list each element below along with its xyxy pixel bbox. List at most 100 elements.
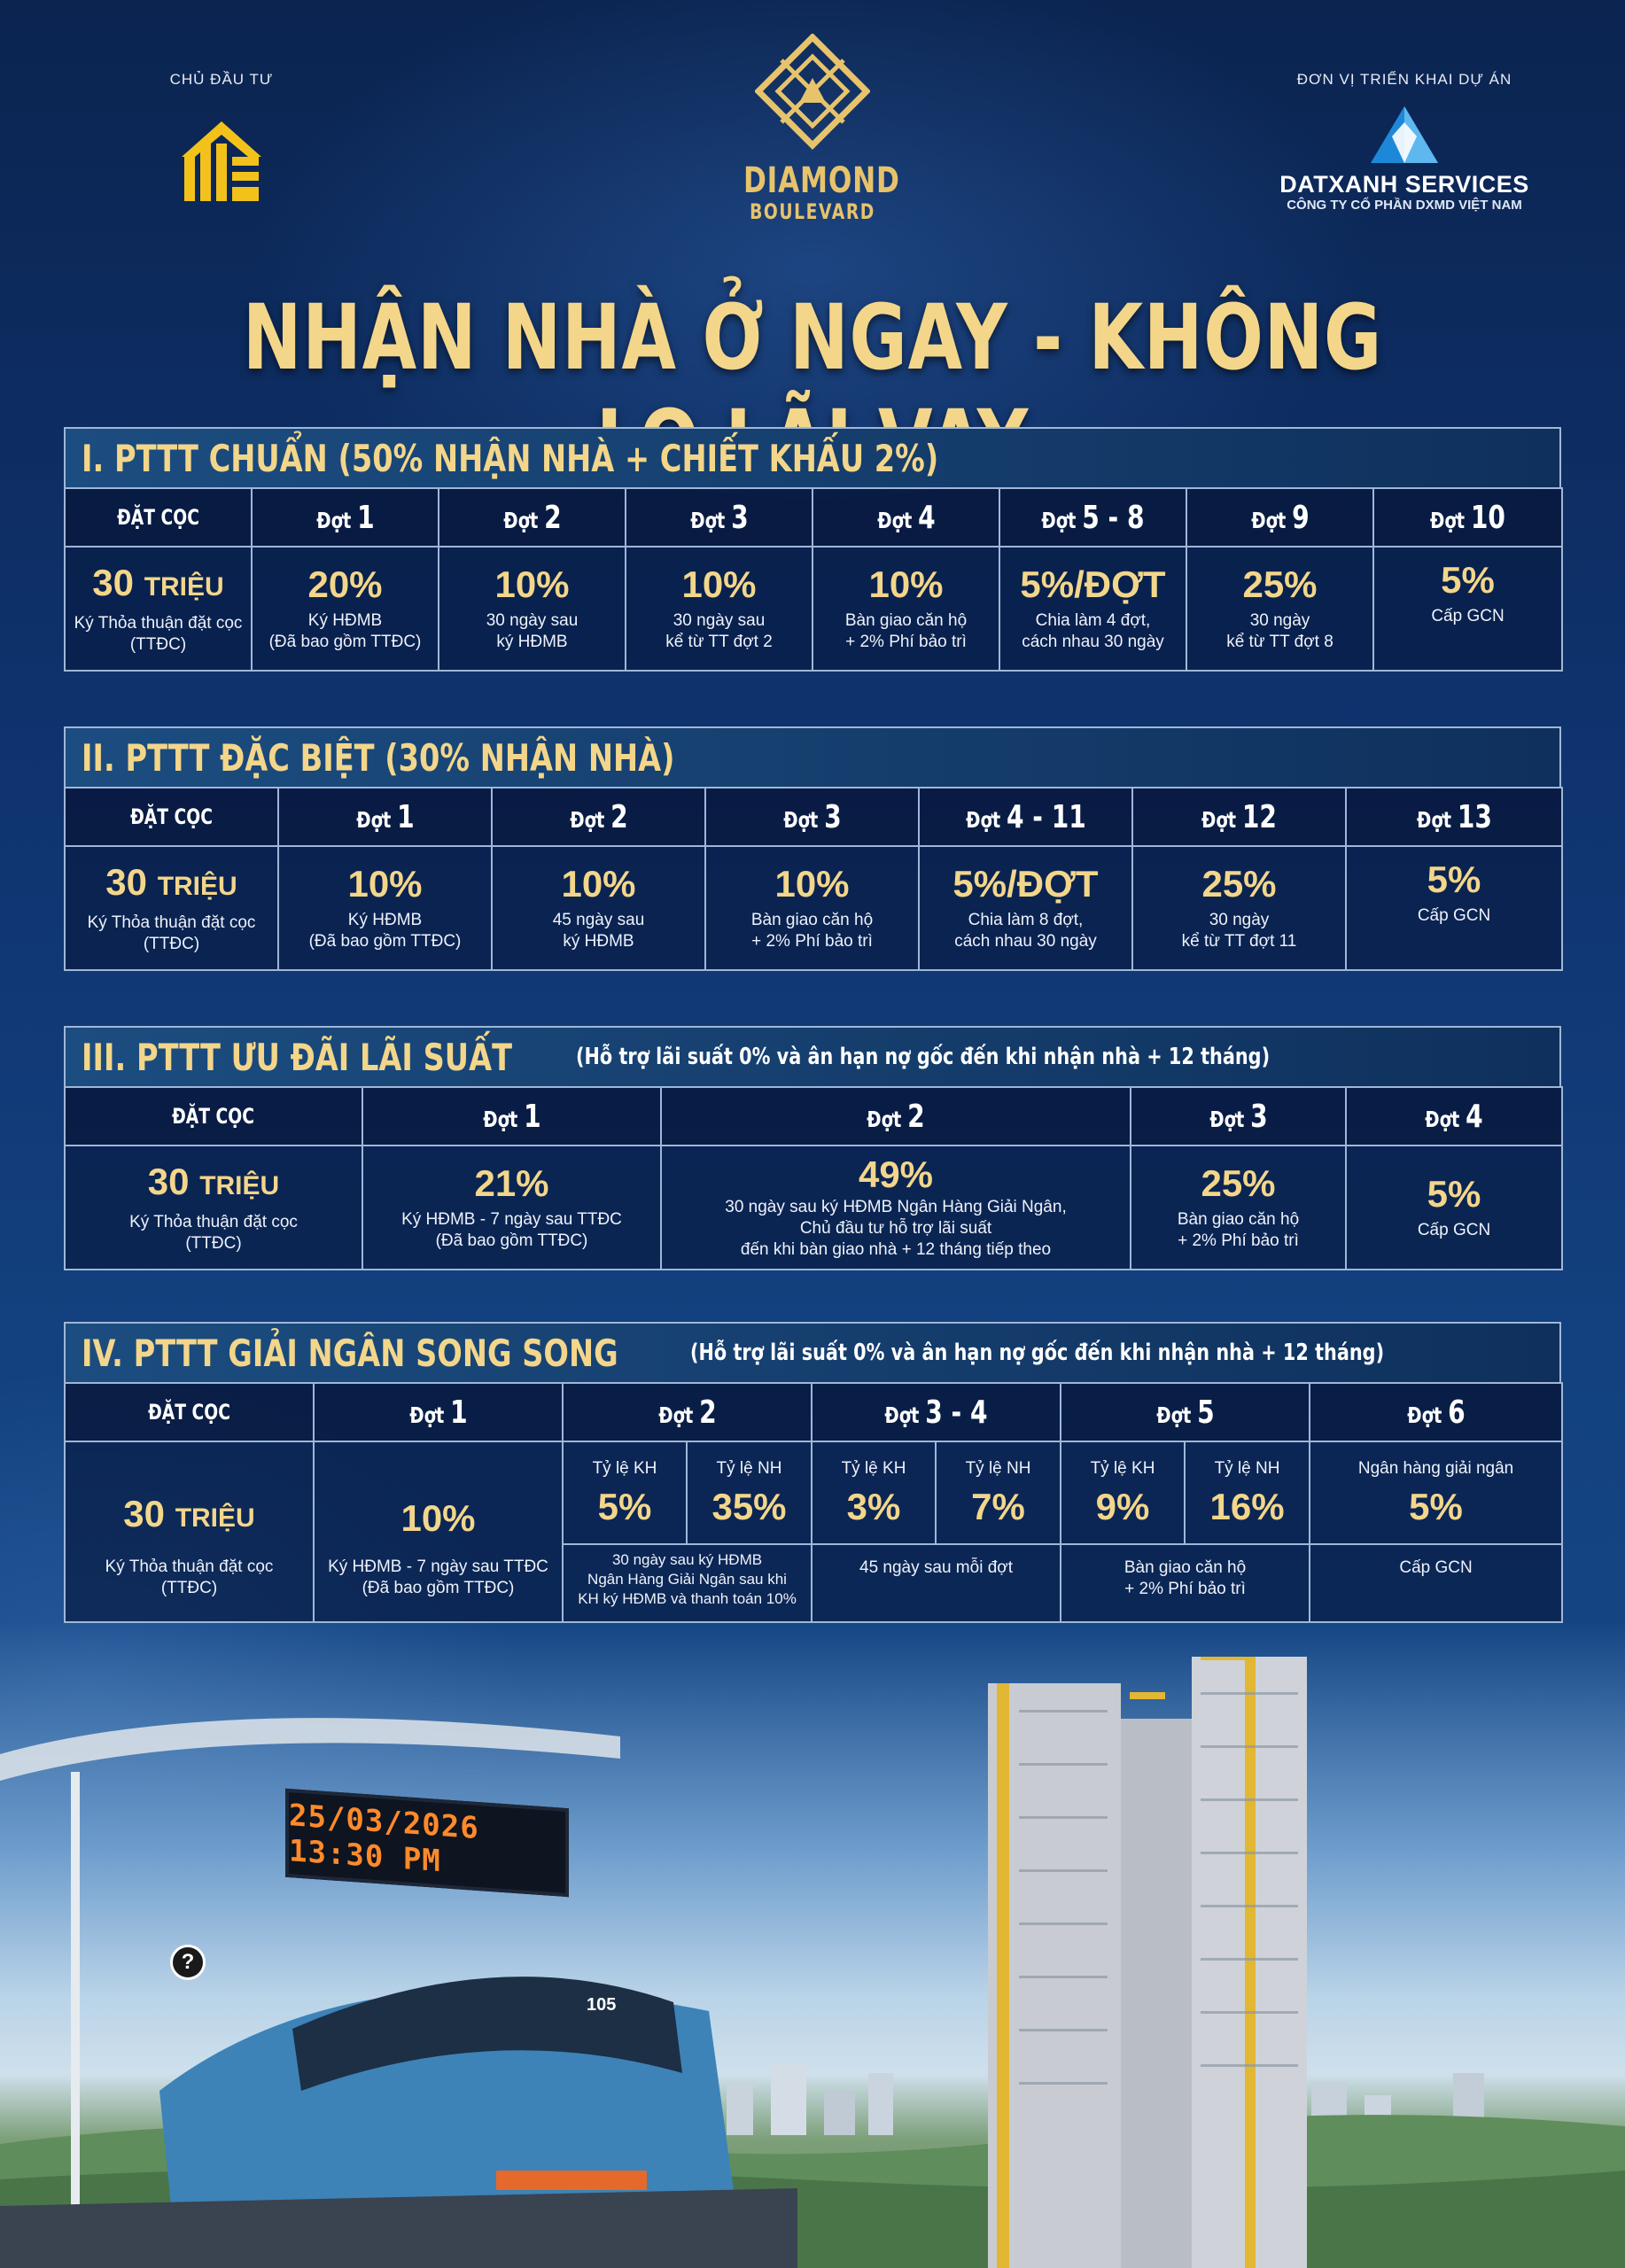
value-cell: 49% 30 ngày sau ký HĐMB Ngân Hàng Giải Ng… bbox=[660, 1145, 1131, 1270]
value-cell: 5%/ĐỢT Chia làm 4 đợt, cách nhau 30 ngày bbox=[999, 546, 1187, 672]
header-cell: Đợt 2 bbox=[438, 487, 626, 548]
value-cell: 10% Bàn giao căn hộ + 2% Phí bảo trì bbox=[704, 845, 920, 971]
header-cell: Đợt 1 bbox=[313, 1382, 564, 1442]
payment-table: ĐẶT CỌC Đợt 1 Đợt 2 Đợt 3 Đợt 4 30 TRIỆU… bbox=[64, 1086, 1563, 1270]
header-cell: Đợt 3 bbox=[625, 487, 813, 548]
section-standard-plan: I. PTTT CHUẨN (50% NHẬN NHÀ + CHIẾT KHẤU… bbox=[64, 427, 1563, 672]
value-cell: 25% 30 ngày kể từ TT đợt 11 bbox=[1131, 845, 1347, 971]
value-cell: Tỷ lệ NH 35% bbox=[685, 1441, 813, 1545]
section-title-text: III. PTTT ƯU ĐÃI LÃI SUẤT bbox=[82, 1035, 513, 1079]
table-row: 30 TRIỆU Ký Thỏa thuận đặt cọc (TTĐC) 21% K… bbox=[64, 1145, 1563, 1270]
value-cell: Tỷ lệ KH 3% bbox=[811, 1441, 937, 1545]
header-cell: ĐẶT CỌC bbox=[64, 1086, 363, 1146]
value-cell: Tỷ lệ KH 5% bbox=[562, 1441, 688, 1545]
investor-label: CHỦ ĐẦU TƯ bbox=[169, 71, 274, 88]
header: CHỦ ĐẦU TƯ DIAMOND BOULEVARD ĐƠN VỊ TRIỂ… bbox=[0, 0, 1625, 266]
section-note: (Hỗ trợ lãi suất 0% và ân hạn nợ gốc đến… bbox=[690, 1340, 1385, 1366]
deployer-label: ĐƠN VỊ TRIỂN KHAI DỰ ÁN bbox=[1296, 71, 1512, 88]
header-cell: Đợt 6 bbox=[1309, 1382, 1564, 1442]
value-cell: 21% Ký HĐMB - 7 ngày sau TTĐC (Đã bao gồm … bbox=[362, 1145, 662, 1270]
section-parallel-plan: IV. PTTT GIẢI NGÂN SONG SONG (Hỗ trợ lãi… bbox=[64, 1322, 1564, 1623]
table-header-row: ĐẶT CỌC Đợt 1 Đợt 2 Đợt 3 Đợt 4 Đợt 5 - … bbox=[64, 487, 1563, 548]
value-cell: 5% Cấp GCN bbox=[1345, 845, 1563, 971]
header-cell: Đợt 12 bbox=[1131, 787, 1347, 847]
section-note: (Hỗ trợ lãi suất 0% và ân hạn nợ gốc đến… bbox=[575, 1044, 1270, 1070]
value-cell: 30 TRIỆU Ký Thỏa thuận đặt cọc (TTĐC) bbox=[64, 546, 253, 672]
value-cell: 5% Cấp GCN bbox=[1345, 1145, 1563, 1270]
value-cell: 5%/ĐỢT Chia làm 8 đợt, cách nhau 30 ngày bbox=[918, 845, 1133, 971]
header-cell: Đợt 1 bbox=[251, 487, 439, 548]
payment-table: ĐẶT CỌC Đợt 1 Đợt 2 Đợt 3 Đợt 4 - 11 Đợt… bbox=[64, 787, 1563, 971]
header-cell: Đợt 1 bbox=[362, 1086, 662, 1146]
header-cell: Đợt 2 bbox=[660, 1086, 1131, 1146]
header-cell: Đợt 4 bbox=[812, 487, 1000, 548]
table-row: 30 TRIỆU 10% Tỷ lệ KH 5% Tỷ lệ NH 35% Tỷ l… bbox=[64, 1441, 1564, 1545]
value-cell: 30 TRIỆU Ký Thỏa thuận đặt cọc (TTĐC) bbox=[64, 845, 279, 971]
header-cell: Đợt 4 - 11 bbox=[918, 787, 1133, 847]
project-illustration: 25/03/2026 13:30 PM ? 105 bbox=[0, 1621, 1625, 2268]
deployer-block: ĐƠN VỊ TRIỂN KHAI DỰ ÁN DATXANH SERVICES… bbox=[1258, 71, 1551, 214]
value-cell: 10% 30 ngày sau ký HĐMB bbox=[438, 546, 626, 672]
desc-cell: Ký HĐMB - 7 ngày sau TTĐC (Đã bao gồm TTĐ… bbox=[313, 1544, 564, 1623]
value-cell: 25% Bàn giao căn hộ + 2% Phí bảo trì bbox=[1130, 1145, 1347, 1270]
desc-cell: 30 ngày sau ký HĐMB Ngân Hàng Giải Ngân s… bbox=[561, 1543, 813, 1623]
header-cell: Đợt 4 bbox=[1345, 1086, 1563, 1146]
section-special-plan: II. PTTT ĐẶC BIỆT (30% NHẬN NHÀ) ĐẶT CỌC… bbox=[64, 726, 1563, 971]
value-cell: 20% Ký HĐMB (Đã bao gồm TTĐC) bbox=[251, 546, 439, 672]
header-cell: ĐẶT CỌC bbox=[64, 487, 253, 548]
header-cell: Đợt 10 bbox=[1372, 487, 1563, 548]
header-cell: Đợt 5 bbox=[1060, 1382, 1311, 1442]
value-cell: Ngân hàng giải ngân 5% bbox=[1309, 1441, 1564, 1545]
apartment-towers-icon bbox=[988, 1657, 1307, 2268]
header-cell: Đợt 3 bbox=[704, 787, 920, 847]
header-cell: ĐẶT CỌC bbox=[64, 787, 279, 847]
value-cell: Tỷ lệ KH 9% bbox=[1060, 1441, 1186, 1545]
section-title: I. PTTT CHUẨN (50% NHẬN NHÀ + CHIẾT KHẤU… bbox=[64, 427, 1561, 487]
section-title-text: I. PTTT CHUẨN (50% NHẬN NHÀ + CHIẾT KHẤU… bbox=[82, 436, 939, 480]
investor-logo-icon bbox=[182, 121, 261, 201]
diamond-logo-icon bbox=[754, 33, 871, 150]
header-cell: Đợt 9 bbox=[1186, 487, 1374, 548]
deployer-subtitle: CÔNG TY CỔ PHẦN DXMD VIỆT NAM bbox=[1287, 198, 1522, 213]
desc-cell: Cấp GCN bbox=[1309, 1543, 1564, 1623]
train-number: 105 bbox=[587, 1995, 617, 2015]
brand-line-2: BOULEVARD bbox=[750, 199, 875, 224]
table-header-row: ĐẶT CỌC Đợt 1 Đợt 2 Đợt 3 Đợt 4 - 11 Đợt… bbox=[64, 787, 1563, 847]
value-cell: 5% Cấp GCN bbox=[1372, 546, 1563, 672]
project-logo: DIAMOND BOULEVARD bbox=[724, 33, 901, 224]
board-text: 25/03/2026 13:30 PM bbox=[289, 1798, 479, 1880]
desc-cell: Bàn giao căn hộ + 2% Phí bảo trì bbox=[1060, 1543, 1311, 1623]
header-cell: ĐẶT CỌC bbox=[64, 1382, 315, 1442]
deployer-name: DATXANH SERVICES bbox=[1279, 171, 1529, 198]
header-cell: Đợt 2 bbox=[491, 787, 706, 847]
value-cell: 10% Ký HĐMB (Đã bao gồm TTĐC) bbox=[277, 845, 493, 971]
desc-cell: Ký Thỏa thuận đặt cọc (TTĐC) bbox=[64, 1544, 315, 1623]
brand-line-1: DIAMOND bbox=[743, 160, 900, 201]
header-cell: Đợt 5 - 8 bbox=[999, 487, 1187, 548]
value-cell: 30 TRIỆU Ký Thỏa thuận đặt cọc (TTĐC) bbox=[64, 1145, 363, 1270]
metro-station-icon bbox=[0, 1718, 797, 2268]
value-cell: 10% 45 ngày sau ký HĐMB bbox=[491, 845, 706, 971]
table-row: Ký Thỏa thuận đặt cọc (TTĐC) Ký HĐMB - 7 … bbox=[64, 1543, 1564, 1623]
header-cell: Đợt 3 bbox=[1130, 1086, 1347, 1146]
value-cell: 10% Bàn giao căn hộ + 2% Phí bảo trì bbox=[812, 546, 1000, 672]
section-interest-plan: III. PTTT ƯU ĐÃI LÃI SUẤT (Hỗ trợ lãi su… bbox=[64, 1026, 1563, 1270]
section-title: III. PTTT ƯU ĐÃI LÃI SUẤT (Hỗ trợ lãi su… bbox=[64, 1026, 1561, 1086]
section-title-text: II. PTTT ĐẶC BIỆT (30% NHẬN NHÀ) bbox=[82, 735, 675, 780]
header-cell: Đợt 3 - 4 bbox=[811, 1382, 1062, 1442]
value-cell: 25% 30 ngày kể từ TT đợt 8 bbox=[1186, 546, 1374, 672]
table-row: 30 TRIỆU Ký Thỏa thuận đặt cọc (TTĐC) 10% K… bbox=[64, 845, 1563, 971]
investor-block: CHỦ ĐẦU TƯ bbox=[133, 71, 310, 210]
question-mark-icon: ? bbox=[170, 1945, 206, 1980]
table-header-row: ĐẶT CỌC Đợt 1 Đợt 2 Đợt 3 - 4 Đợt 5 Đợt … bbox=[64, 1382, 1564, 1442]
value-cell: Tỷ lệ NH 7% bbox=[935, 1441, 1062, 1545]
value-cell: 30 TRIỆU bbox=[64, 1441, 315, 1544]
section-title: II. PTTT ĐẶC BIỆT (30% NHẬN NHÀ) bbox=[64, 726, 1561, 787]
header-cell: Đợt 2 bbox=[561, 1382, 813, 1442]
datxanh-logo-icon bbox=[1371, 106, 1438, 163]
desc-cell: 45 ngày sau mỗi đợt bbox=[811, 1543, 1062, 1623]
table-header-row: ĐẶT CỌC Đợt 1 Đợt 2 Đợt 3 Đợt 4 bbox=[64, 1086, 1563, 1146]
payment-table: ĐẶT CỌC Đợt 1 Đợt 2 Đợt 3 Đợt 4 Đợt 5 - … bbox=[64, 487, 1563, 672]
header-cell: Đợt 13 bbox=[1345, 787, 1563, 847]
payment-table: ĐẶT CỌC Đợt 1 Đợt 2 Đợt 3 - 4 Đợt 5 Đợt … bbox=[64, 1382, 1564, 1623]
